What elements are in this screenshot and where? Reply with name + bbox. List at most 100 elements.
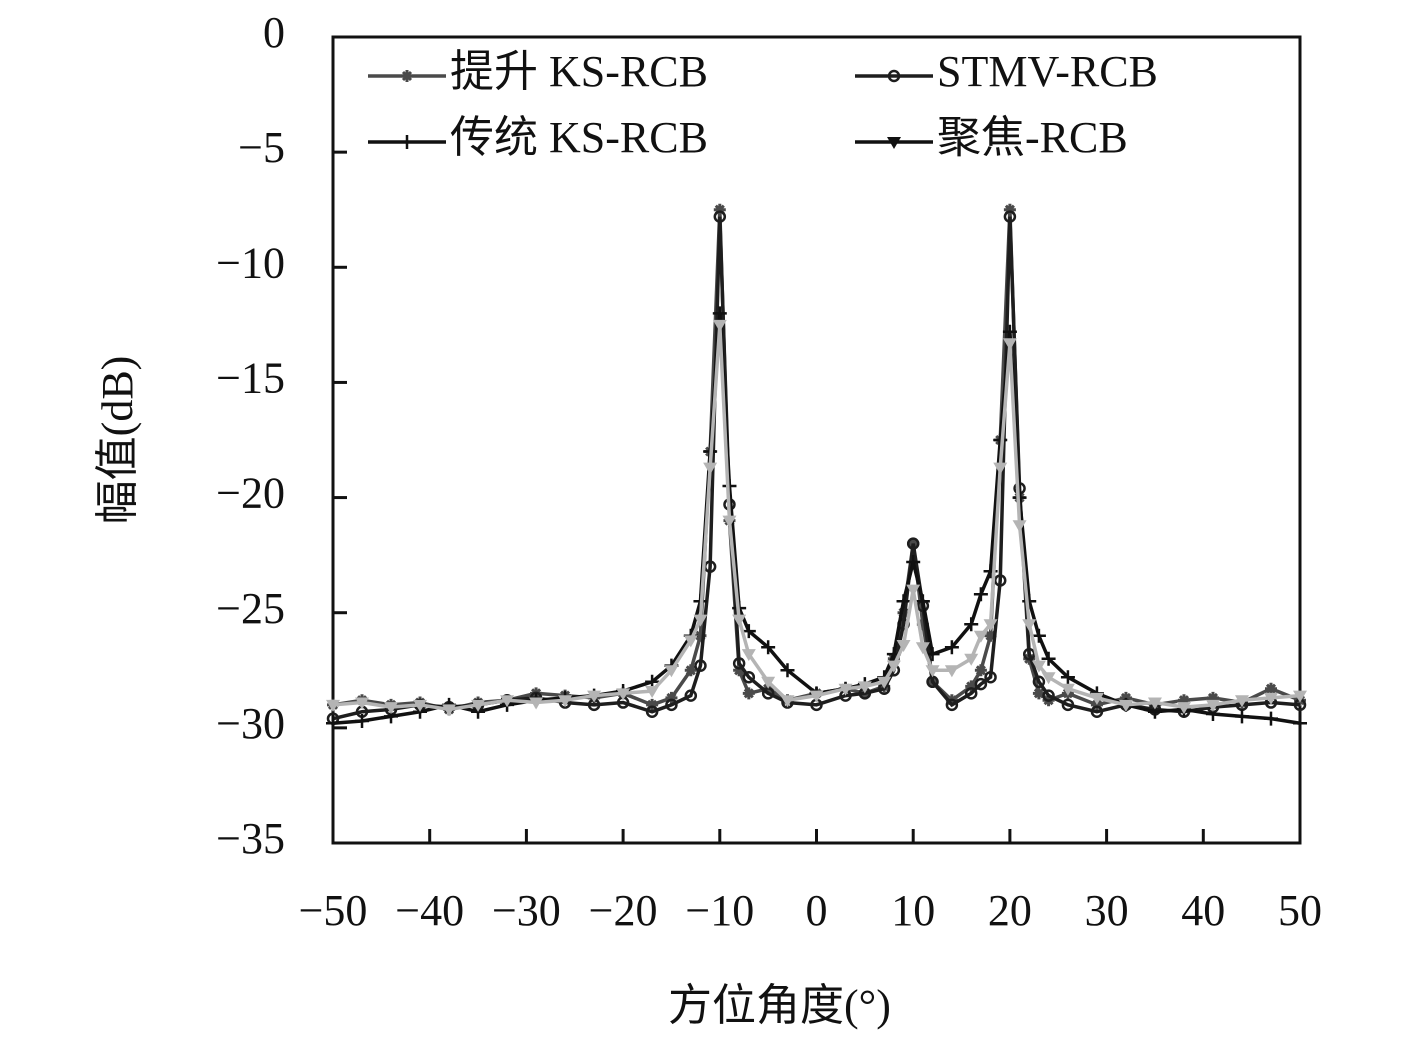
- marker: [1060, 683, 1075, 696]
- marker: [906, 584, 921, 597]
- x-tick-label: 0: [806, 886, 828, 935]
- marker: [413, 699, 428, 712]
- marker: [693, 614, 708, 627]
- marker: [684, 664, 697, 677]
- marker: [1022, 619, 1037, 632]
- marker: [326, 699, 340, 712]
- marker: [665, 698, 678, 712]
- marker: [809, 690, 824, 703]
- series-line: [332, 313, 1301, 725]
- marker: [742, 670, 756, 684]
- series-line: [332, 324, 1301, 712]
- x-tick-label: −10: [685, 886, 754, 935]
- y-tick-label: −15: [216, 354, 285, 403]
- marker: [733, 664, 746, 677]
- marker: [974, 677, 988, 691]
- y-tick-label: −10: [216, 238, 285, 287]
- series: [326, 306, 1307, 731]
- marker: [665, 691, 678, 704]
- y-tick-label: 0: [263, 8, 285, 57]
- marker: [713, 203, 726, 216]
- series: [327, 203, 1306, 716]
- marker: [925, 665, 940, 678]
- marker: [1147, 697, 1162, 710]
- marker: [646, 698, 659, 711]
- marker: [887, 69, 901, 83]
- marker: [761, 640, 776, 655]
- marker: [1293, 716, 1307, 731]
- marker: [993, 433, 1008, 447]
- marker: [896, 594, 911, 609]
- marker: [964, 617, 979, 632]
- marker: [925, 647, 940, 662]
- marker: [442, 704, 457, 717]
- marker: [896, 639, 911, 652]
- marker: [1177, 694, 1190, 707]
- marker: [974, 664, 987, 677]
- marker: [906, 537, 920, 550]
- y-tick-label: −20: [216, 469, 285, 518]
- marker: [1003, 203, 1016, 216]
- marker: [887, 137, 901, 149]
- marker: [1031, 628, 1046, 643]
- legend-label: STMV-RCB: [937, 47, 1158, 96]
- x-tick-label: −50: [299, 886, 368, 935]
- marker: [1031, 660, 1046, 673]
- marker: [1206, 691, 1219, 704]
- marker: [780, 663, 795, 678]
- marker: [500, 695, 515, 708]
- series-line: [332, 216, 1301, 721]
- marker: [645, 686, 660, 699]
- marker: [1118, 699, 1133, 712]
- marker: [1234, 695, 1249, 708]
- marker: [741, 649, 756, 662]
- marker: [1022, 594, 1037, 609]
- marker: [732, 614, 747, 627]
- marker: [355, 713, 370, 728]
- marker: [355, 697, 370, 710]
- marker: [694, 629, 707, 642]
- marker: [712, 306, 727, 321]
- marker: [712, 319, 727, 332]
- marker: [761, 676, 776, 689]
- marker: [886, 660, 901, 673]
- x-tick-label: 40: [1181, 886, 1225, 935]
- y-tick-label: −25: [216, 584, 285, 633]
- marker: [973, 630, 988, 643]
- marker: [1032, 687, 1045, 700]
- marker: [1041, 672, 1056, 685]
- marker: [780, 695, 795, 708]
- legend-label: 聚焦-RCB: [937, 113, 1128, 162]
- marker: [1002, 324, 1017, 339]
- x-tick-label: 10: [891, 886, 935, 935]
- series-line: [332, 209, 1301, 712]
- marker: [713, 210, 727, 223]
- marker: [1293, 690, 1307, 703]
- x-tick-label: −20: [589, 886, 658, 935]
- marker: [915, 642, 930, 655]
- y-axis-label: 幅值(dB): [93, 356, 142, 525]
- marker: [1032, 675, 1046, 689]
- marker: [1176, 702, 1191, 715]
- marker: [664, 665, 679, 678]
- legend-label: 传统 KS-RCB: [450, 113, 708, 162]
- x-tick-label: 20: [988, 886, 1032, 935]
- y-tick-label: −35: [216, 814, 285, 863]
- marker: [944, 640, 959, 655]
- marker: [722, 515, 737, 528]
- x-tick-label: 30: [1085, 886, 1129, 935]
- marker: [1012, 520, 1027, 533]
- marker: [732, 657, 746, 670]
- marker: [683, 635, 698, 648]
- legend-label: 提升 KS-RCB: [450, 47, 708, 96]
- marker: [983, 619, 998, 632]
- marker: [529, 697, 544, 710]
- y-tick-label: −5: [238, 123, 285, 172]
- marker: [616, 688, 631, 701]
- marker: [1003, 210, 1017, 223]
- y-tick-label: −30: [216, 699, 285, 748]
- x-tick-label: 50: [1278, 886, 1322, 935]
- marker: [973, 587, 988, 602]
- marker: [965, 680, 978, 693]
